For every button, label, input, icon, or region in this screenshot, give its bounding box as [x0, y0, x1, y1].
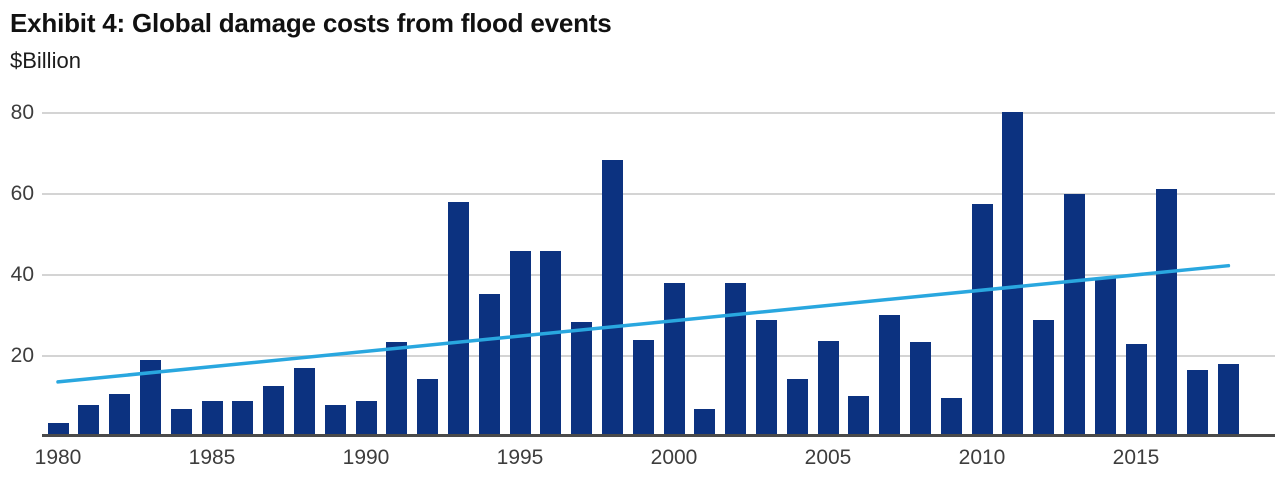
- bar-1991: [386, 341, 408, 437]
- bar-1996: [540, 250, 562, 437]
- bar-1993: [447, 202, 469, 437]
- bar-2014: [1094, 277, 1116, 437]
- bar-2006: [848, 395, 870, 437]
- bar-2015: [1125, 343, 1147, 437]
- bar-2008: [909, 341, 931, 437]
- bar-1980: [47, 422, 69, 437]
- y-tick-label-60: 60: [10, 182, 34, 205]
- bar-2007: [879, 314, 901, 437]
- bar-1994: [478, 294, 500, 437]
- chart-title: Exhibit 4: Global damage costs from floo…: [10, 8, 612, 38]
- y-tick-label-80: 80: [10, 101, 34, 124]
- bar-2005: [817, 341, 839, 437]
- y-axis-tick-labels: 20 40 60 80: [0, 101, 34, 437]
- x-tick-label-2010: 2010: [958, 446, 1006, 469]
- y-tick-label-40: 40: [10, 263, 34, 286]
- y-tick-label-20: 20: [10, 344, 34, 367]
- bar-2017: [1187, 370, 1209, 437]
- x-tick-label-2005: 2005: [804, 446, 852, 469]
- bar-1988: [293, 368, 315, 437]
- bar-2010: [971, 204, 993, 437]
- bar-1990: [355, 400, 377, 437]
- plot-area: [42, 111, 1275, 437]
- gridline-80: [42, 112, 1275, 114]
- x-tick-label-1990: 1990: [342, 446, 390, 469]
- bar-2003: [755, 319, 777, 437]
- bar-1981: [78, 404, 100, 437]
- bar-1982: [109, 394, 131, 437]
- x-tick-label-1980: 1980: [34, 446, 82, 469]
- trend-line-path: [56, 263, 1231, 384]
- bar-1986: [232, 400, 254, 437]
- bar-1989: [324, 404, 346, 437]
- bar-1984: [170, 408, 192, 437]
- x-axis-tick-labels: 1980 1985 1990 1995 2000 2005 2010 2015: [35, 437, 1275, 482]
- bar-2011: [1002, 111, 1024, 437]
- bar-1992: [417, 379, 439, 437]
- bar-1987: [263, 386, 285, 437]
- bar-1995: [509, 250, 531, 437]
- bar-2013: [1063, 194, 1085, 437]
- bar-2002: [725, 283, 747, 437]
- chart-unit-label: $Billion: [10, 48, 81, 73]
- x-tick-label-2015: 2015: [1112, 446, 1160, 469]
- x-tick-label-1995: 1995: [496, 446, 544, 469]
- bar-1985: [201, 400, 223, 437]
- bar-1999: [632, 339, 654, 437]
- x-axis-line: [42, 434, 1275, 437]
- gridline-40: [42, 274, 1275, 276]
- bar-2016: [1156, 189, 1178, 437]
- bar-2004: [786, 379, 808, 437]
- bar-1998: [601, 159, 623, 437]
- bar-2018: [1217, 364, 1239, 437]
- bar-2012: [1033, 319, 1055, 437]
- x-tick-label-1985: 1985: [188, 446, 236, 469]
- bar-2001: [694, 408, 716, 437]
- bar-1997: [571, 321, 593, 437]
- bar-2009: [940, 397, 962, 437]
- x-tick-label-2000: 2000: [650, 446, 698, 469]
- trend-line: [56, 263, 1231, 384]
- bar-1983: [139, 360, 161, 437]
- gridline-60: [42, 193, 1275, 195]
- gridline-20: [42, 355, 1275, 357]
